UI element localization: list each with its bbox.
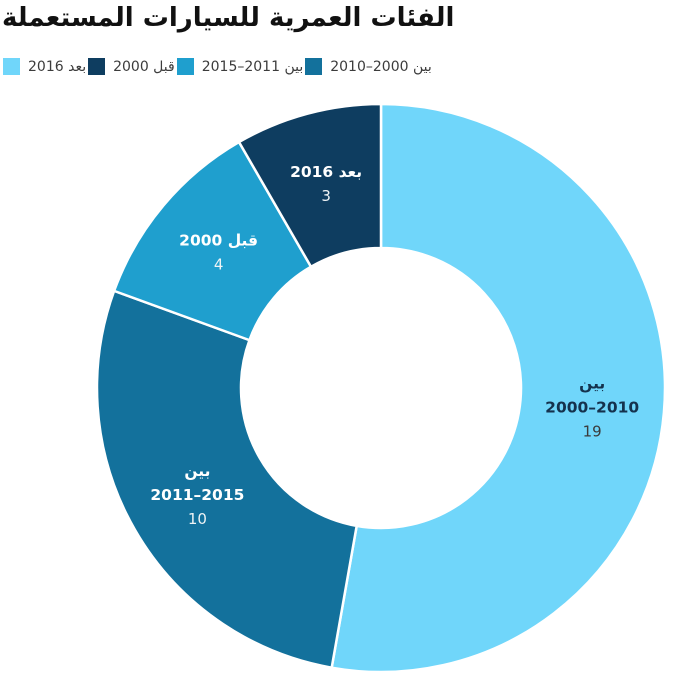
legend-label: قبل 2000 — [113, 58, 175, 75]
slice-label: بين — [579, 375, 605, 393]
legend-swatch — [3, 58, 20, 75]
legend-label: بين 2000–2010 — [330, 58, 432, 75]
legend-item[interactable]: بين 2011–2015 — [176, 58, 304, 75]
donut-slice[interactable] — [330, 102, 667, 674]
slice-label: 2000–2010 — [545, 399, 639, 417]
legend-swatch — [305, 58, 323, 75]
legend-label: بين 2011–2015 — [201, 58, 304, 75]
legend-item[interactable]: بعد 2016 — [3, 58, 86, 75]
legend: بعد 2016 قبل 2000 بين 2011–2015 بين 2000–20… — [3, 58, 434, 75]
legend-label: بعد 2016 — [28, 58, 87, 75]
legend-swatch — [88, 58, 106, 75]
donut-slice[interactable] — [95, 289, 358, 669]
slice-value: 3 — [321, 187, 331, 205]
slice-value: 19 — [583, 423, 602, 441]
slice-value: 10 — [188, 510, 207, 528]
donut-slice[interactable] — [112, 140, 313, 342]
donut-slice[interactable] — [237, 102, 383, 269]
chart-title: الفئات العمرية للسيارات المستعملة — [2, 3, 455, 33]
legend-item[interactable]: بين 2000–2010 — [305, 58, 432, 75]
slice-label: بين — [184, 462, 210, 480]
slice-label: بعد 2016 — [290, 163, 362, 181]
legend-item[interactable]: قبل 2000 — [88, 58, 175, 75]
slice-label: 2011–2015 — [150, 486, 244, 504]
legend-swatch — [176, 58, 194, 75]
slice-value: 4 — [214, 256, 224, 274]
slice-label: قبل 2000 — [179, 232, 258, 250]
